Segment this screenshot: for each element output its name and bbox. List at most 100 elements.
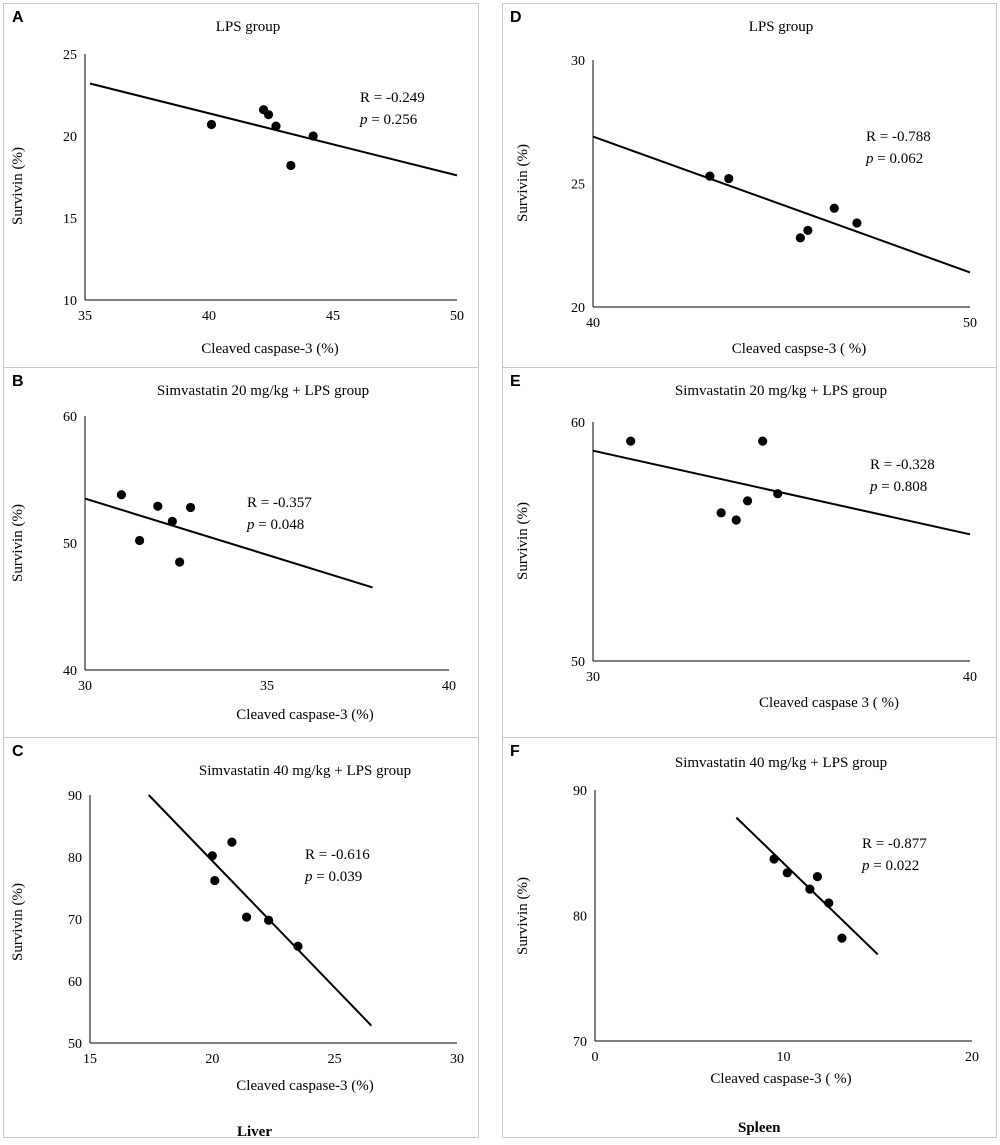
x-axis-label: Cleaved caspase 3 ( %): [759, 695, 899, 711]
data-point: [852, 218, 862, 228]
x-tick-label: 40: [442, 679, 456, 694]
y-axis-label: Survivin (%): [10, 504, 26, 582]
data-point: [824, 898, 834, 908]
y-tick-label: 60: [68, 975, 82, 990]
p-symbol: p: [246, 517, 255, 533]
data-point: [175, 557, 185, 567]
data-point: [308, 131, 318, 141]
p-value-label: p = 0.062: [865, 151, 923, 167]
trend-line: [592, 135, 971, 274]
data-point: [241, 912, 252, 922]
p-value-label: p = 0.808: [869, 479, 927, 495]
data-point: [829, 203, 839, 213]
y-axis-label: Survivin (%): [10, 883, 26, 961]
r-value-label: R = -0.788: [866, 129, 931, 145]
x-axis-label: Cleaved caspase-3 ( %): [710, 1071, 851, 1087]
spleen-label: Spleen: [738, 1120, 781, 1136]
data-point: [264, 915, 274, 925]
panel-c: C Simvastatin 40 mg/kg + LPS group 15 20 25 3…: [3, 737, 479, 1138]
x-tick-label: 45: [326, 309, 340, 324]
panel-frame: [3, 737, 479, 1138]
x-tick-label: 30: [586, 670, 600, 685]
y-axis-label: Survivin (%): [10, 147, 26, 225]
p-value: = 0.256: [368, 112, 418, 128]
y-tick-label: 25: [63, 48, 77, 63]
p-value-label: p = 0.256: [359, 112, 418, 128]
panel-e: E Simvastatin 20 mg/kg + LPS group 30 40 50 6…: [502, 367, 997, 738]
data-point: [705, 171, 715, 181]
y-axis-label: Survivin (%): [515, 877, 531, 955]
data-point: [206, 119, 217, 130]
panel-letter: D: [510, 9, 522, 26]
x-tick-label: 40: [202, 309, 216, 324]
data-point: [116, 490, 126, 500]
y-tick-label: 30: [571, 54, 585, 69]
y-tick-label: 50: [68, 1037, 82, 1052]
x-tick-label: 20: [205, 1052, 219, 1067]
data-point: [135, 535, 145, 546]
x-tick-label: 15: [83, 1052, 97, 1067]
y-tick-label: 70: [68, 913, 82, 928]
data-point: [795, 233, 805, 243]
panel-letter: A: [12, 9, 24, 26]
p-symbol: p: [359, 112, 368, 128]
y-tick-label: 10: [63, 294, 77, 309]
x-tick-label: 50: [963, 316, 977, 331]
x-tick-label: 35: [260, 679, 274, 694]
p-symbol: p: [304, 869, 313, 885]
x-axis-label: Cleaved caspase-3 (%): [236, 707, 373, 723]
panel-frame: [502, 737, 997, 1138]
data-point: [210, 875, 220, 886]
data-point: [716, 508, 726, 518]
x-tick-label: 25: [328, 1052, 342, 1067]
r-value-label: R = -0.328: [870, 457, 935, 473]
panel-b: B Simvastatin 20 mg/kg + LPS group 30 35 40 4…: [3, 367, 479, 738]
chart-title: Simvastatin 40 mg/kg + LPS group: [199, 763, 411, 779]
y-tick-label: 50: [571, 655, 585, 670]
data-point: [207, 851, 217, 861]
panel-letter: F: [510, 743, 520, 760]
r-value-label: R = -0.877: [862, 836, 927, 852]
p-value: = 0.048: [255, 517, 305, 533]
data-point: [626, 436, 636, 446]
data-point: [227, 837, 237, 847]
p-value: = 0.062: [874, 151, 924, 167]
panel-f: F Simvastatin 40 mg/kg + LPS group 0 10 20 70…: [502, 737, 997, 1138]
r-value-label: R = -0.249: [360, 90, 425, 106]
y-tick-label: 60: [571, 416, 585, 431]
y-tick-label: 15: [63, 212, 77, 227]
x-tick-label: 35: [78, 309, 92, 324]
panel-d: D LPS group 40 50 20 25 30 Cleaved caspse-3 ( %…: [502, 3, 997, 368]
data-point: [731, 515, 741, 525]
chart-title: Simvastatin 20 mg/kg + LPS group: [675, 383, 887, 399]
p-value: = 0.039: [313, 869, 363, 885]
x-tick-label: 10: [777, 1050, 791, 1065]
data-point: [293, 941, 303, 951]
y-tick-label: 20: [63, 130, 77, 145]
data-point: [271, 121, 281, 131]
data-point: [263, 110, 274, 120]
y-axis-label: Survivin (%): [515, 144, 531, 222]
x-axis-label: Cleaved caspse-3 ( %): [732, 341, 867, 357]
p-value-label: p = 0.039: [304, 869, 362, 885]
x-tick-label: 30: [78, 679, 92, 694]
data-point: [773, 489, 783, 499]
data-point: [837, 933, 847, 943]
x-tick-label: 20: [965, 1050, 979, 1065]
p-symbol: p: [869, 479, 878, 495]
x-tick-label: 40: [586, 316, 600, 331]
chart-title: LPS group: [749, 19, 814, 35]
y-tick-label: 25: [571, 178, 585, 193]
x-tick-label: 50: [450, 309, 464, 324]
p-symbol: p: [861, 858, 870, 874]
trend-line: [148, 794, 373, 1027]
p-value: = 0.808: [878, 479, 928, 495]
panel-letter: E: [510, 373, 521, 390]
y-axis-label: Survivin (%): [515, 502, 531, 580]
r-value-label: R = -0.616: [305, 847, 370, 863]
data-point: [769, 854, 779, 864]
x-tick-label: 0: [592, 1050, 599, 1065]
data-point: [803, 225, 813, 236]
data-point: [153, 501, 163, 511]
